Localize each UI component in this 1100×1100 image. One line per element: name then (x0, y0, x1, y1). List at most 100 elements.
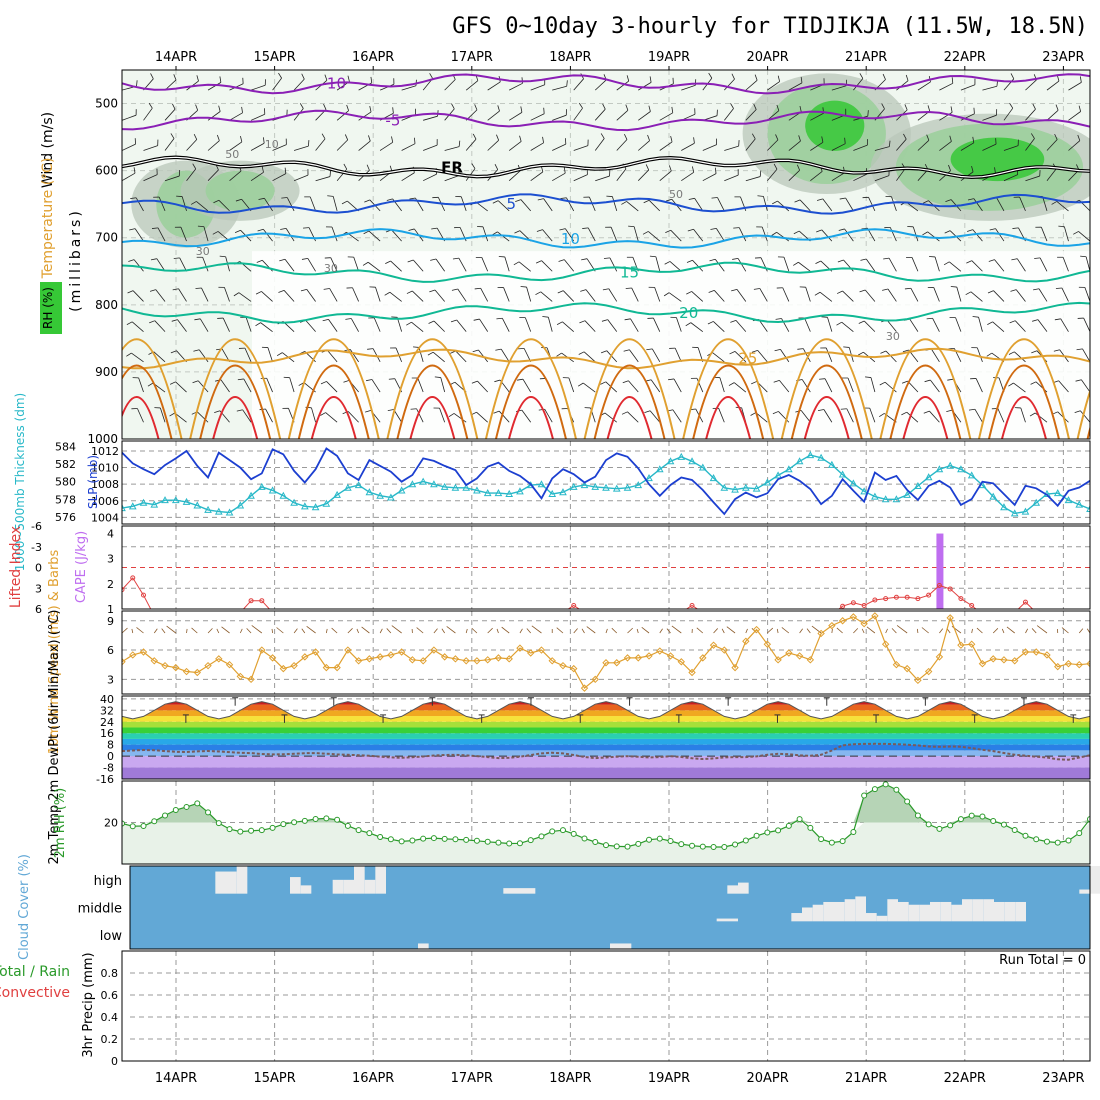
wind-barb-flag (968, 408, 976, 411)
wind-barb (1039, 257, 1048, 272)
wind-barb (611, 196, 618, 212)
wind-barb-flag (668, 378, 675, 381)
wind-barb (222, 317, 230, 332)
wind-barb (638, 111, 651, 121)
wind-speed-point (1011, 657, 1019, 665)
wind-barb-flag (169, 412, 175, 417)
wind-barb-flag (150, 73, 154, 79)
wind-barb (444, 146, 460, 151)
surface-wind-barb (1061, 627, 1069, 634)
wind-barb (844, 228, 854, 242)
wind-barb-flag (219, 76, 222, 83)
wind-barb-flag (944, 230, 951, 234)
slp-axis-label: SLP (mb) (86, 455, 100, 509)
wind-barb (607, 319, 618, 332)
wind-barb-flag (391, 136, 394, 143)
wind-barb (719, 377, 725, 393)
wind-barb (676, 317, 682, 332)
temp-tick-label: 40 (100, 693, 114, 706)
wind-barb-flag (385, 260, 391, 265)
wind-barb (891, 196, 897, 212)
wind-barb (293, 145, 309, 151)
wind-barb-flag (520, 286, 527, 288)
wind-barb (1083, 317, 1090, 332)
rh-marks (122, 781, 1090, 864)
wind-barb-flag (621, 411, 628, 415)
wind-speed-point (182, 667, 191, 676)
wind-barb (608, 288, 618, 302)
wind-barb (1003, 174, 1018, 182)
temp-tick-label: 24 (100, 716, 114, 729)
wind-barb-flag (327, 195, 334, 197)
date-label-bottom: 19APR (648, 1071, 690, 1086)
wind-barb-flag (753, 103, 757, 110)
wind-barb-flag (471, 163, 476, 169)
surface-wind-barb (726, 626, 736, 634)
diurnal-isotherm (386, 338, 479, 439)
wind-barb (863, 320, 876, 332)
thickness-point (580, 481, 589, 489)
diurnal-isotherm (1000, 396, 1047, 439)
wind-barb (1068, 111, 1081, 121)
wind-barb (326, 381, 338, 393)
rh-point (1043, 838, 1050, 845)
rh-point (947, 822, 954, 829)
rh-point (699, 843, 706, 850)
wind-barb (480, 288, 489, 302)
wind-speed-point (1043, 651, 1051, 659)
wind-barb-flag (753, 288, 760, 290)
diurnal-isotherm (212, 396, 259, 439)
precip-convective-label: Convective (0, 985, 70, 1001)
wind-barb-flag (1030, 381, 1037, 385)
wind-barb (508, 141, 522, 151)
wind-barb (418, 347, 424, 362)
wind-barb (955, 317, 962, 332)
wind-barb-flag (861, 227, 868, 230)
surface-wind-barb (331, 627, 338, 634)
wind-barb-flag (494, 379, 501, 383)
rh-point (667, 837, 674, 844)
wind-barb-flag (214, 410, 221, 414)
wind-speed-line (122, 614, 1090, 690)
rh-axis-label: RH (%) (41, 287, 55, 329)
wind-barb (718, 408, 725, 423)
wind-barb-flag (1051, 201, 1058, 205)
wind-barb-flag (1075, 379, 1082, 382)
surface-wind-barb (471, 627, 478, 634)
wind-barb-flag (859, 289, 866, 293)
wind-barb-flag (904, 287, 911, 290)
wind-barb (638, 82, 652, 91)
wind-barb (823, 409, 833, 423)
rh-point (226, 826, 233, 833)
wind-speed-point (258, 646, 266, 654)
wind-barb (799, 199, 811, 212)
wind-barb (831, 85, 847, 91)
thickness-point (473, 486, 481, 494)
surface-wind-barb (416, 627, 424, 634)
wind-barb-flag (798, 135, 801, 142)
wind-barb-flag (881, 103, 885, 110)
rh-contour-label: 30 (886, 330, 900, 343)
diurnal-isotherm (705, 396, 752, 439)
date-label-bottom: 22APR (944, 1071, 986, 1086)
wind-barb-flag (668, 165, 672, 172)
surface-wind-barb (866, 626, 876, 634)
precip-total-label: Total / Rain (0, 964, 70, 980)
wind-barb-flag (714, 167, 717, 174)
cloud-cover-bar (236, 866, 248, 894)
wind-barb-flag (133, 167, 136, 174)
surface-wind-barb (361, 626, 370, 634)
wind-barb-flag (731, 288, 738, 292)
wind-barb (307, 258, 316, 272)
wind-barb-flag (731, 73, 735, 80)
diurnal-isotherm (879, 338, 972, 439)
wind-barb (122, 270, 123, 272)
wind-barb-flag (775, 134, 779, 141)
precip-tick-label: 0.6 (101, 989, 119, 1002)
wind-barb (487, 81, 501, 91)
wind-barb (681, 142, 695, 151)
wind-barb-flag (535, 260, 542, 264)
wind-barb-flag (1010, 73, 1015, 79)
